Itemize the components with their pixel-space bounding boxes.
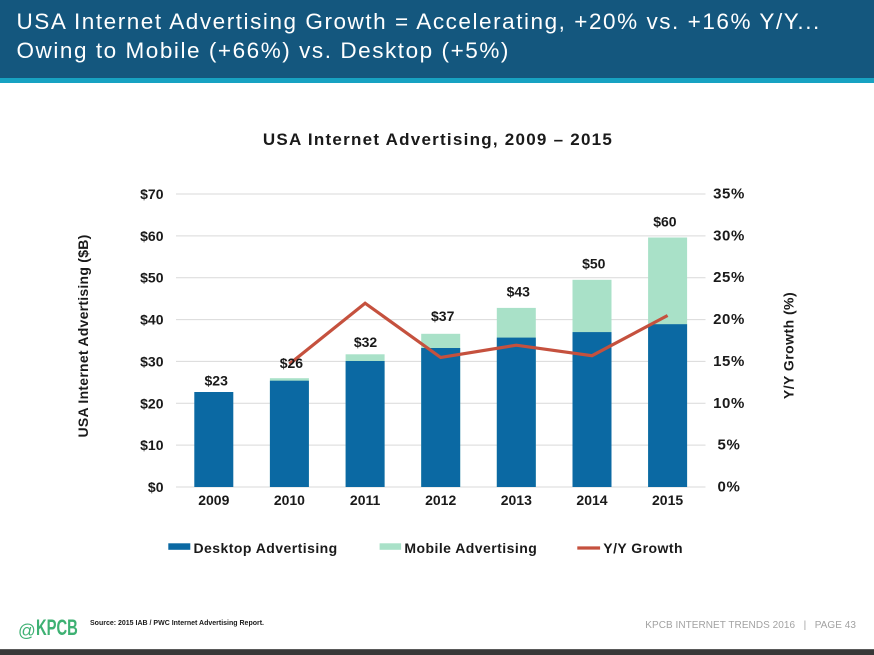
svg-text:2012: 2012 bbox=[425, 492, 456, 508]
svg-text:2009: 2009 bbox=[198, 492, 229, 508]
svg-text:$26: $26 bbox=[280, 355, 304, 371]
svg-text:Y/Y Growth (%): Y/Y Growth (%) bbox=[781, 292, 797, 399]
svg-text:0%: 0% bbox=[718, 479, 741, 496]
svg-text:$20: $20 bbox=[140, 395, 164, 411]
svg-text:$40: $40 bbox=[140, 312, 164, 328]
svg-text:USA Internet Advertising, 2009: USA Internet Advertising, 2009 – 2015 bbox=[263, 130, 613, 149]
svg-text:$60: $60 bbox=[140, 228, 164, 244]
svg-text:Y/Y Growth: Y/Y Growth bbox=[603, 540, 683, 556]
svg-text:2011: 2011 bbox=[350, 492, 381, 508]
svg-text:$60: $60 bbox=[653, 213, 677, 229]
svg-text:$0: $0 bbox=[148, 479, 164, 495]
svg-text:Desktop Advertising: Desktop Advertising bbox=[194, 540, 338, 556]
svg-text:$23: $23 bbox=[205, 373, 229, 389]
svg-text:30%: 30% bbox=[713, 227, 745, 244]
svg-text:$50: $50 bbox=[140, 270, 164, 286]
svg-text:USA Internet Advertising ($B): USA Internet Advertising ($B) bbox=[75, 234, 91, 437]
svg-text:2014: 2014 bbox=[576, 492, 607, 508]
svg-text:5%: 5% bbox=[718, 437, 741, 454]
svg-text:$70: $70 bbox=[140, 186, 164, 202]
svg-text:$37: $37 bbox=[431, 308, 455, 324]
svg-text:2015: 2015 bbox=[652, 492, 683, 508]
svg-text:$30: $30 bbox=[140, 353, 164, 369]
svg-text:$32: $32 bbox=[354, 334, 378, 350]
svg-text:Mobile Advertising: Mobile Advertising bbox=[404, 540, 537, 556]
svg-text:2010: 2010 bbox=[274, 492, 305, 508]
svg-text:2013: 2013 bbox=[501, 492, 532, 508]
svg-text:25%: 25% bbox=[713, 269, 745, 286]
svg-text:10%: 10% bbox=[713, 395, 745, 412]
svg-text:15%: 15% bbox=[713, 353, 745, 370]
svg-text:35%: 35% bbox=[713, 186, 745, 203]
svg-text:20%: 20% bbox=[713, 311, 745, 328]
svg-text:$50: $50 bbox=[582, 255, 606, 271]
svg-text:$10: $10 bbox=[140, 437, 164, 453]
svg-text:$43: $43 bbox=[507, 284, 531, 300]
